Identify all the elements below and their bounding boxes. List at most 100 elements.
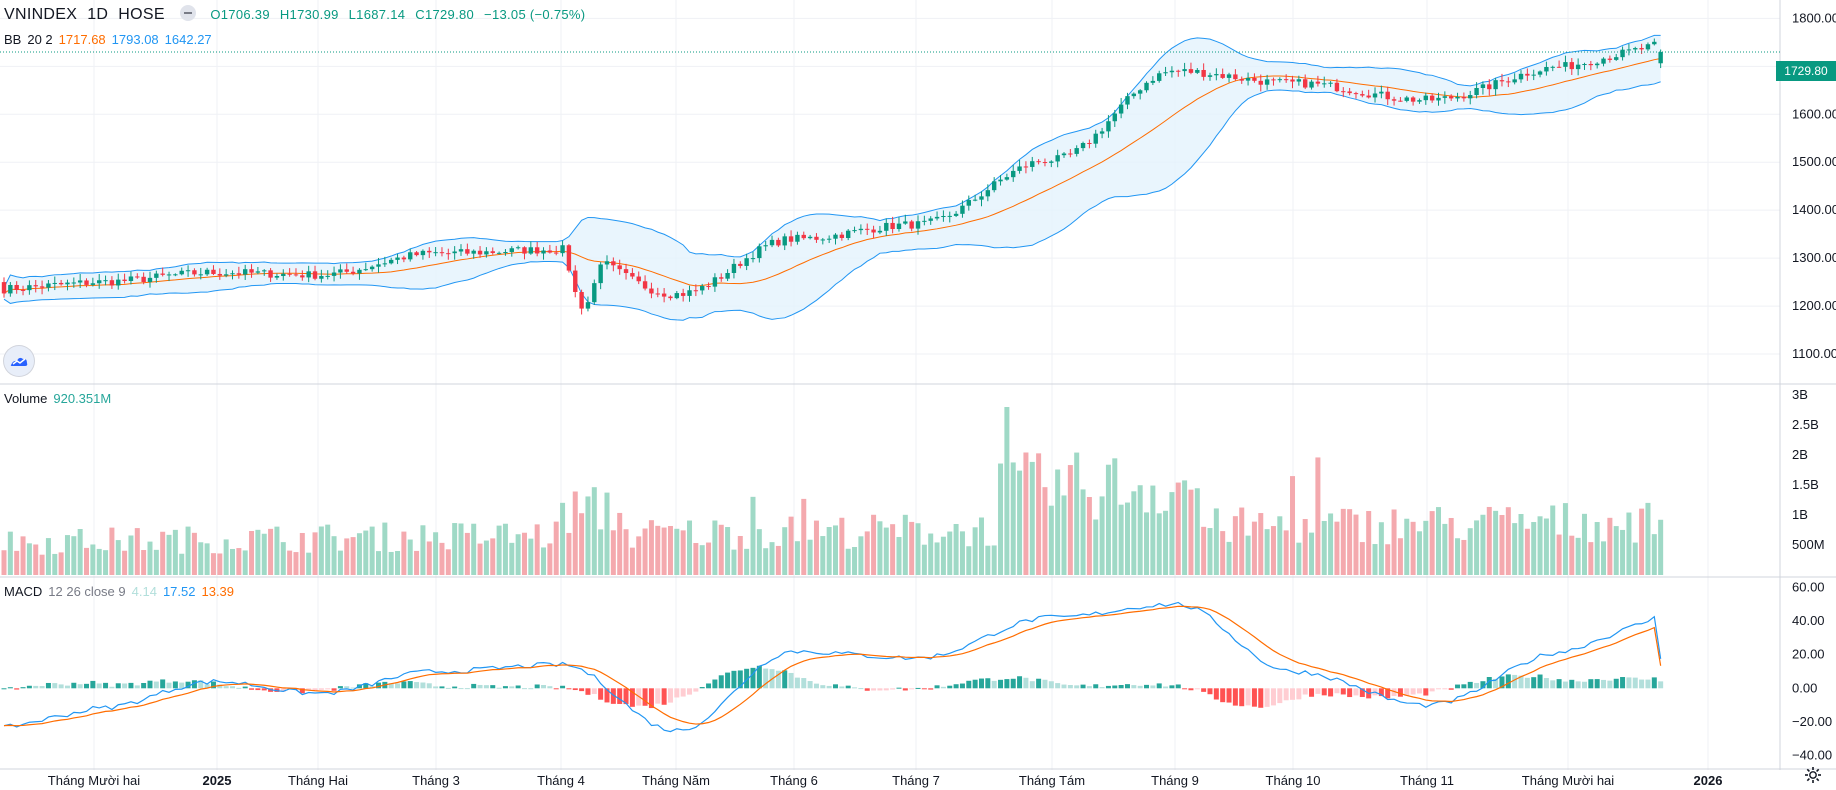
macd-hist-bar [1607,680,1613,689]
macd-hist-bar [1194,688,1200,690]
collapse-legend-icon[interactable] [179,5,196,21]
candle [395,257,400,260]
candle [496,252,502,254]
macd-hist-bar [407,681,413,689]
candle [1436,97,1441,101]
volume-bar [934,542,940,575]
macd-legend[interactable]: MACD 12 26 close 9 4.14 17.52 13.39 [4,583,240,601]
macd-hist-bar [794,677,800,689]
candle [1233,74,1238,80]
macd-hist-bar [71,682,77,689]
volume-bar [255,529,261,575]
macd-hist-bar [1505,674,1511,689]
macd-hist-bar [388,683,394,689]
candle [1531,74,1536,76]
macd-hist-bar [813,683,819,689]
macd-hist-bar [788,672,794,689]
bb-legend[interactable]: BB 20 2 1717.68 1793.08 1642.27 [4,31,218,49]
candle [1556,66,1562,68]
candle [1245,77,1251,81]
candle [325,275,330,277]
macd-histogram [1,665,1664,709]
candle [617,265,622,270]
high-value: H1730.99 [279,7,339,22]
macd-hist-bar [1048,681,1054,689]
candle [503,252,508,254]
macd-hist-bar [528,688,534,690]
candle [1137,90,1143,94]
candle [1493,80,1498,90]
candle [776,239,781,246]
macd-hist-bar [680,688,686,697]
macd-hist-bar [1099,687,1105,689]
bb-upper-line [3,34,1661,288]
candle [14,284,19,290]
volume-bar [1086,497,1092,575]
volume-bar [64,535,70,575]
candle [782,236,787,246]
macd-hist-bar [807,681,813,689]
macd-hist-bar [699,687,705,689]
change-value: −13.05 (−0.75%) [484,7,586,22]
macd-hist-bar [1182,688,1188,690]
volume-bar [985,545,991,575]
macd-hist-bar [325,688,331,690]
volume-legend[interactable]: Volume 920.351M [4,390,117,408]
time-tick-label: 2025 [203,773,232,788]
candle [1474,88,1479,96]
settings-gear-icon[interactable] [1804,766,1822,784]
macd-hist-bar [1074,685,1080,689]
candle [173,274,178,276]
price-tick-label: 1400.00 [1792,202,1836,217]
candle [788,236,794,242]
volume-bar [452,523,458,575]
macd-hist-bar [401,681,407,689]
macd-hist-bar [1651,677,1657,689]
macd-hist-bar [1461,684,1467,689]
interval-label[interactable]: 1D [87,6,109,23]
macd-hist-bar [934,685,940,689]
candle [1575,64,1581,70]
time-tick-label: Tháng Tám [1019,773,1085,788]
candle [1468,95,1473,99]
candle [668,296,673,299]
macd-hist-bar [921,688,927,690]
candle [1271,79,1276,81]
macd-hist-bar [718,675,724,689]
macd-hist-bar [737,670,743,689]
volume-tick-label: 2B [1792,447,1808,462]
candle [179,270,184,275]
macd-hist-bar [629,688,635,707]
volume-bar [991,545,997,575]
macd-hist-bar [141,682,147,689]
candle [1131,93,1137,97]
candle [941,216,946,218]
volume-bar [1347,509,1353,575]
candle [1487,84,1492,90]
macd-hist-bar [953,684,959,689]
volume-bar [1277,516,1283,575]
candle [1360,94,1365,96]
volume-bar [433,532,439,575]
macd-hist-bar [1086,686,1092,689]
volume-bar [1499,515,1505,575]
volume-bar [299,532,305,575]
volume-bar [375,551,381,575]
volume-bar [1461,539,1467,575]
volume-bar [928,533,934,575]
macd-hist-bar [7,687,13,689]
volume-bar [268,528,274,575]
volume-bar [1588,542,1594,575]
macd-hist-bar [947,685,953,689]
symbol-name[interactable]: VNINDEX [4,6,78,23]
candle [515,247,521,249]
bb-fill [4,35,1661,321]
macd-hist-bar [1,688,7,690]
candle [807,236,813,239]
volume-bar [147,541,153,575]
macd-hist-bar [369,686,375,689]
tradingview-logo-icon[interactable] [4,346,34,376]
candle [446,253,451,255]
macd-hist-bar [858,688,864,690]
